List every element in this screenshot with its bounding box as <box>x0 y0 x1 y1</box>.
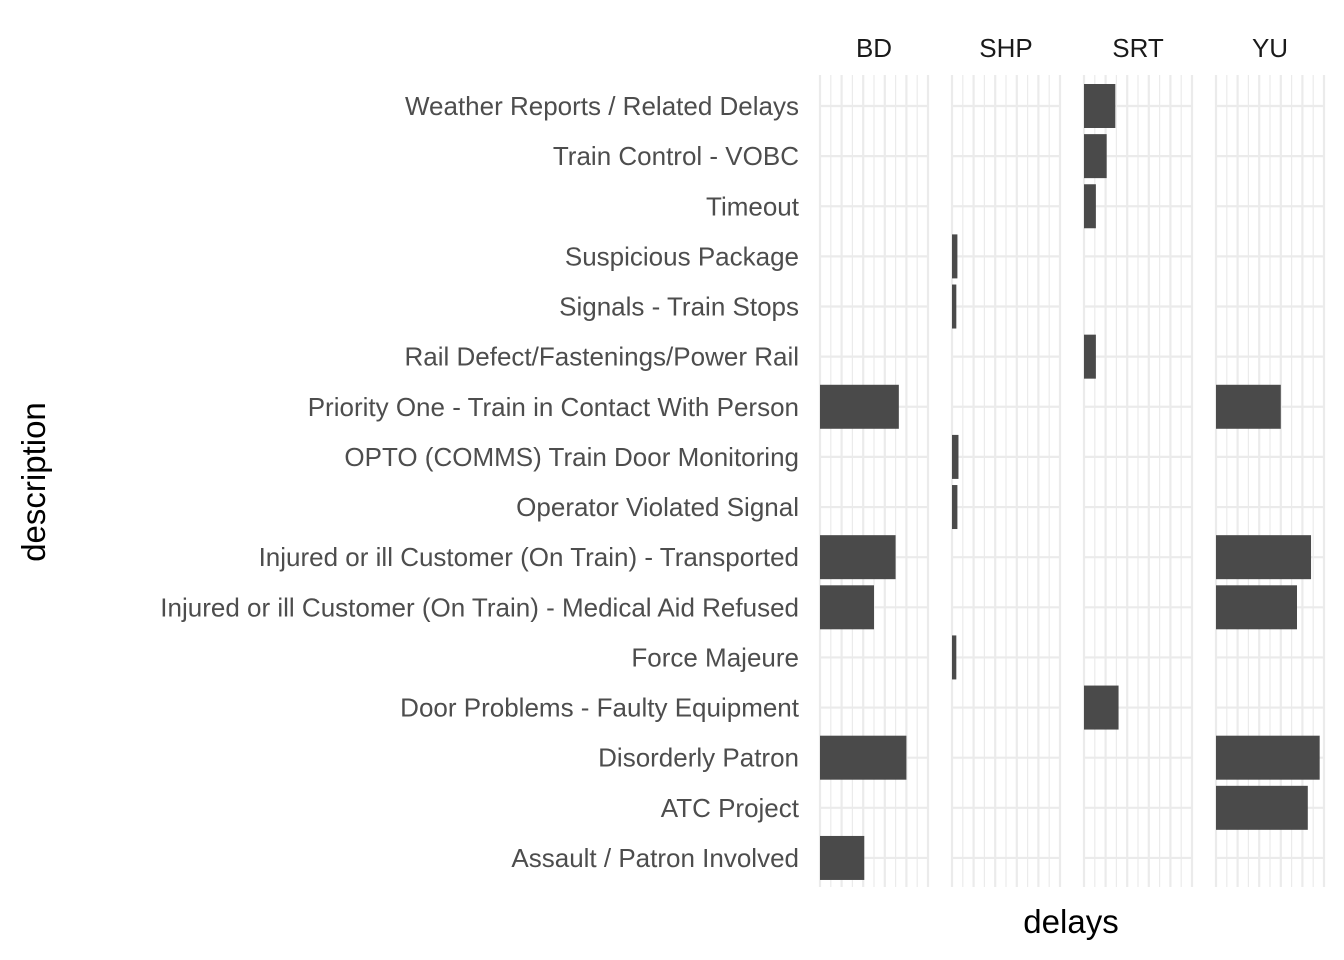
bar <box>952 434 959 479</box>
bar <box>952 234 958 279</box>
bar <box>1216 384 1281 429</box>
bar <box>1084 84 1116 128</box>
category-labels: Weather Reports / Related Delays Train Co… <box>160 91 799 873</box>
bar <box>820 735 907 780</box>
bar <box>1084 685 1119 730</box>
category-label: Suspicious Package <box>565 241 799 271</box>
bar <box>1084 134 1107 179</box>
panel-strip-label: SHP <box>979 33 1032 63</box>
bar <box>1216 785 1308 830</box>
panel-strip-label: YU <box>1252 33 1288 63</box>
category-label: Injured or ill Customer (On Train) - Med… <box>160 592 799 622</box>
category-label: Priority One - Train in Contact With Per… <box>308 392 799 422</box>
category-label: OPTO (COMMS) Train Door Monitoring <box>344 442 799 472</box>
panel-strip-label: BD <box>856 33 892 63</box>
category-label: Assault / Patron Involved <box>511 843 799 873</box>
x-axis-title: delays <box>1023 903 1118 940</box>
grid-layer <box>818 75 1326 887</box>
bar <box>820 384 899 429</box>
category-label: Timeout <box>706 191 800 221</box>
bar <box>820 535 896 580</box>
bar <box>1216 735 1320 780</box>
panel-strips: BD SHP SRT YU <box>856 33 1288 63</box>
category-label: Rail Defect/Fastenings/Power Rail <box>405 342 800 372</box>
category-label: Door Problems - Faulty Equipment <box>400 693 800 723</box>
bar <box>820 585 874 630</box>
category-label: Disorderly Patron <box>598 743 799 773</box>
panel-strip-label: SRT <box>1112 33 1164 63</box>
bar <box>1216 535 1312 580</box>
category-label: Force Majeure <box>631 642 799 672</box>
category-label: Weather Reports / Related Delays <box>405 91 799 121</box>
category-label: ATC Project <box>661 793 800 823</box>
bar <box>952 635 957 680</box>
bar <box>820 835 865 880</box>
y-axis-title: description <box>15 402 52 562</box>
bar-layer <box>820 84 1320 880</box>
category-label: Injured or ill Customer (On Train) - Tra… <box>259 542 799 572</box>
category-label: Operator Violated Signal <box>516 492 799 522</box>
category-label: Signals - Train Stops <box>559 292 799 322</box>
bar <box>1216 585 1297 630</box>
bar <box>952 485 958 530</box>
bar <box>952 284 957 329</box>
bar <box>1084 184 1096 229</box>
category-label: Train Control - VOBC <box>553 141 799 171</box>
bar <box>1084 334 1096 379</box>
